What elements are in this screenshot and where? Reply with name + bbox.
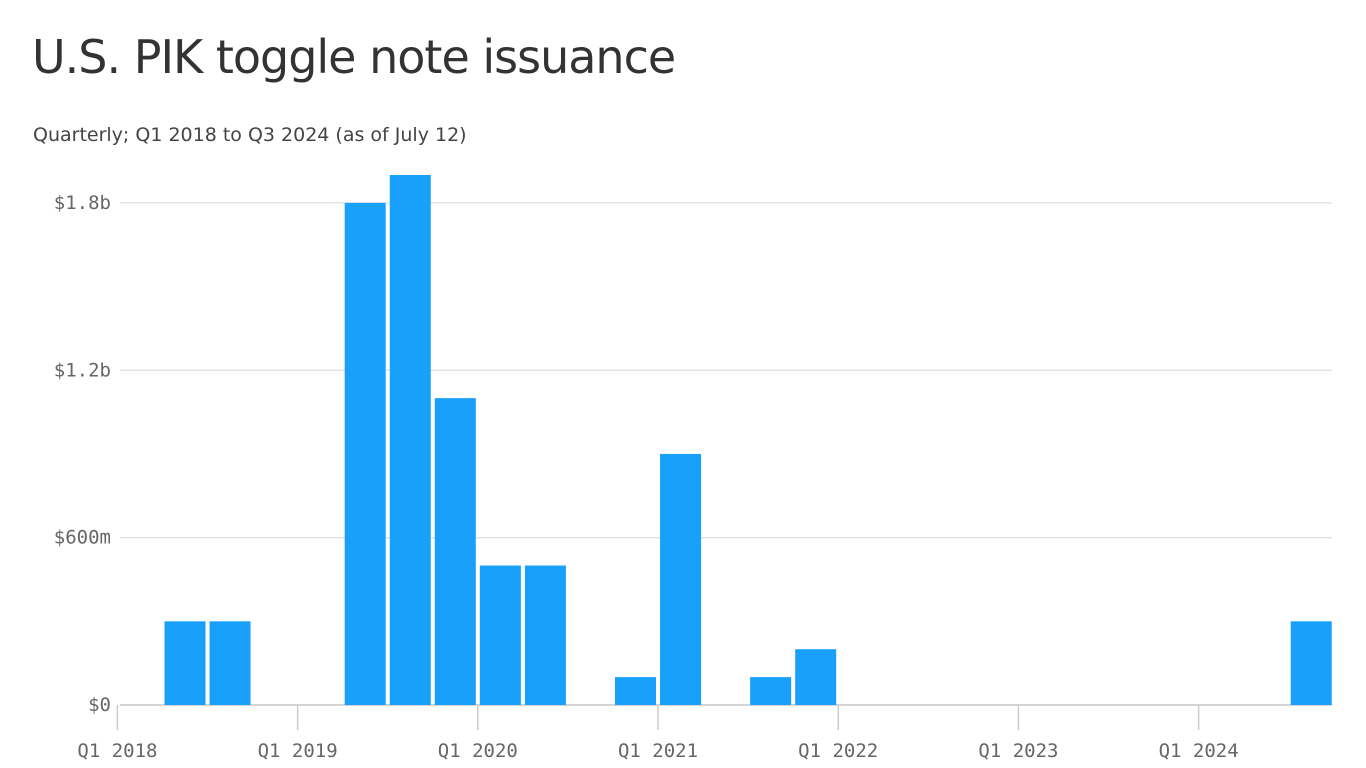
bar-q2-2019 — [344, 202, 386, 706]
bar-q1-2020 — [479, 565, 521, 705]
bar-q2-2020 — [524, 565, 566, 705]
bars — [164, 175, 1332, 706]
bar-q4-2019 — [434, 398, 476, 705]
bar-q3-2024 — [1290, 621, 1332, 705]
chart-title: U.S. PIK toggle note issuance — [32, 30, 676, 84]
x-tick-label: Q1 2018 — [77, 740, 157, 762]
bar-q3-2018 — [209, 621, 251, 705]
x-tick-label: Q1 2022 — [798, 740, 878, 762]
bar-q4-2020 — [615, 677, 656, 705]
y-tick-label: $600m — [54, 527, 111, 549]
axes: $0 $600m $1.2b $1.8b Q1 2018 Q1 2019 Q1 2020 Q1… — [54, 192, 1239, 762]
bar-q1-2021 — [660, 453, 702, 705]
x-tick-label: Q1 2019 — [258, 740, 338, 762]
x-tick-label: Q1 2024 — [1159, 740, 1239, 762]
y-tick-label: $0 — [88, 694, 111, 716]
chart-subtitle: Quarterly; Q1 2018 to Q3 2024 (as of Jul… — [33, 124, 467, 146]
grid-lines — [120, 202, 1332, 706]
y-tick-label: $1.2b — [54, 359, 111, 381]
bar-q4-2021 — [795, 649, 837, 705]
bar-q2-2018 — [164, 621, 206, 705]
x-tick-label: Q1 2023 — [978, 740, 1058, 762]
bar-q3-2021 — [750, 677, 792, 705]
y-tick-label: $1.8b — [54, 192, 111, 214]
bar-q3-2019 — [389, 175, 431, 705]
x-tick-label: Q1 2020 — [438, 740, 518, 762]
x-tick-label: Q1 2021 — [618, 740, 698, 762]
